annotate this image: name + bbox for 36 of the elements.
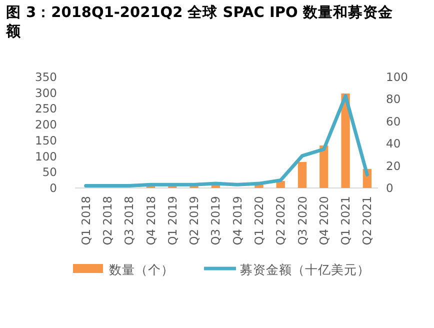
x-tick-label: Q3 2020 <box>295 196 310 246</box>
y2-tick-label: 60 <box>386 114 401 128</box>
y2-tick-label: 20 <box>386 158 401 173</box>
y2-tick-label: 100 <box>386 70 408 84</box>
y-tick-label: 0 <box>50 181 57 195</box>
y2-tick-label: 80 <box>386 92 401 106</box>
legend-item: 募资金额（十亿美元） <box>204 262 370 277</box>
y-tick-label: 200 <box>35 118 57 132</box>
x-tick-label: Q2 2018 <box>100 196 114 246</box>
x-tick-label: Q1 2020 <box>252 196 266 246</box>
legend-item: 数量（个） <box>73 262 174 277</box>
y-tick-label: 300 <box>35 86 57 100</box>
y-tick-label: 250 <box>35 102 57 116</box>
y2-tick-label: 40 <box>386 136 401 151</box>
legend-label: 募资金额（十亿美元） <box>240 262 370 277</box>
legend-label: 数量（个） <box>109 262 174 277</box>
y-tick-label: 100 <box>35 149 57 164</box>
x-tick-label: Q1 2018 <box>78 196 93 246</box>
x-tick-label: Q1 2021 <box>338 196 353 246</box>
bar <box>320 146 328 188</box>
x-tick-label: Q3 2018 <box>122 196 136 246</box>
x-tick-label: Q2 2019 <box>187 196 202 246</box>
y2-tick-label: 0 <box>386 181 394 195</box>
y-tick-label: 50 <box>42 165 57 180</box>
x-tick-label: Q4 2018 <box>144 196 158 246</box>
y-tick-label: 150 <box>35 133 57 148</box>
line-series <box>84 94 369 188</box>
x-tick-label: Q4 2019 <box>230 196 244 246</box>
chart-title: 图 3：2018Q1-2021Q2 全球 SPAC IPO 数量和募资金额 <box>6 4 394 42</box>
x-tick-label: Q3 2019 <box>208 196 223 246</box>
bar <box>298 162 307 188</box>
x-tick-label: Q4 2020 <box>316 196 331 246</box>
x-tick-label: Q1 2019 <box>165 196 180 246</box>
y-tick-label: 350 <box>35 70 57 84</box>
x-tick-label: Q2 2021 <box>360 196 374 246</box>
x-tick-label: Q2 2020 <box>274 196 288 246</box>
